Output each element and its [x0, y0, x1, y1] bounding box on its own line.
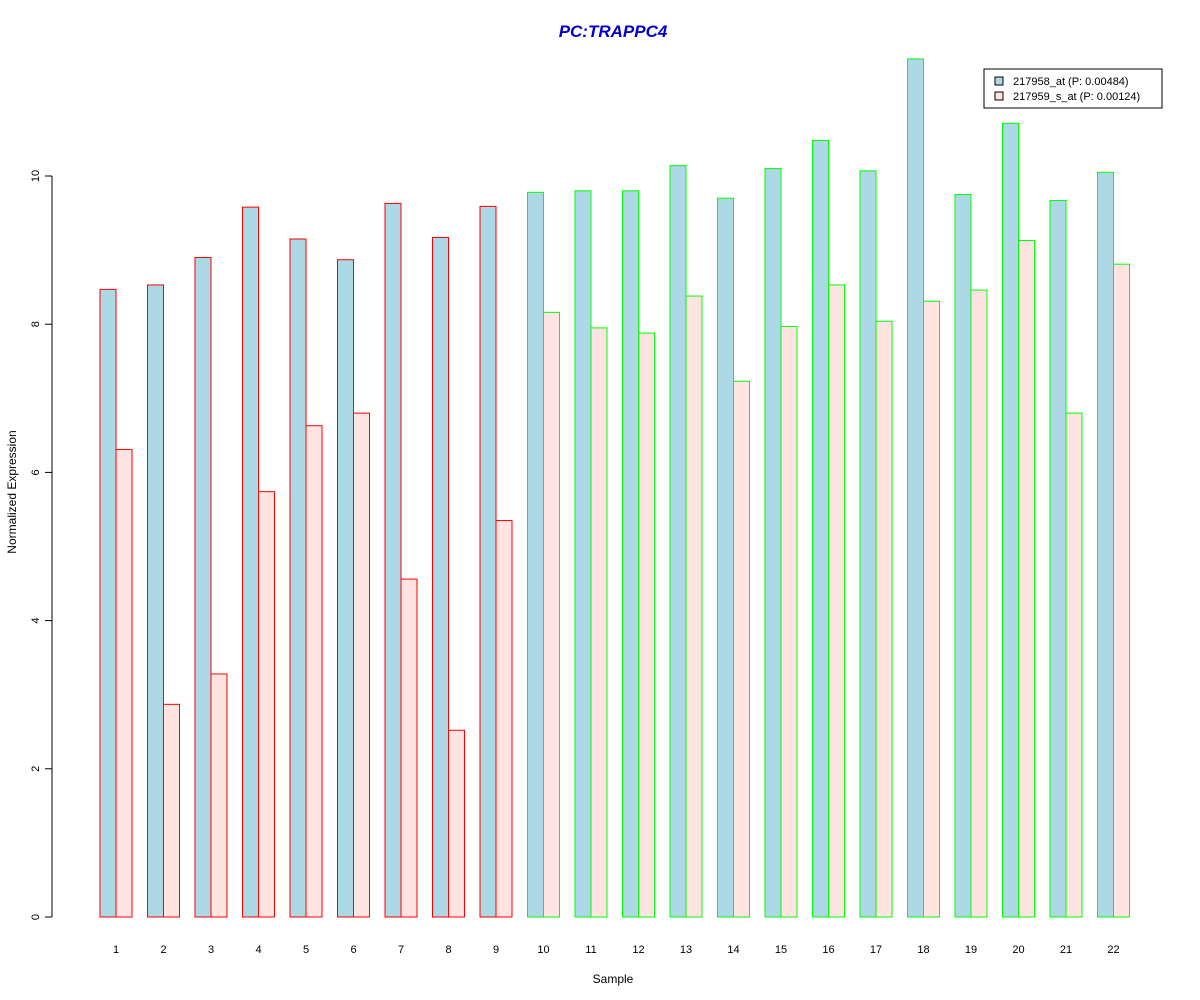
bar-sample-5-series-2 — [305, 425, 323, 918]
bar-sample-2-series-2 — [163, 703, 180, 918]
y-tick-label: 6 — [30, 469, 42, 475]
x-tick-label: 19 — [965, 944, 977, 956]
bar-sample-4-series-2 — [258, 491, 275, 918]
x-tick-label: 15 — [775, 944, 787, 956]
y-axis-title: Normalized Expression — [5, 430, 19, 553]
bar-sample-10-series-2 — [543, 311, 560, 918]
bar-sample-3-series-2 — [210, 673, 228, 918]
x-tick-label: 5 — [303, 944, 309, 956]
bar-sample-19-series-1 — [954, 194, 972, 918]
bar-sample-10-series-1 — [527, 191, 544, 918]
bar-sample-19-series-2 — [970, 289, 988, 918]
legend-label-series-2: 217959_s_at (P: 0.00124) — [1013, 91, 1140, 103]
bar-sample-13-series-2 — [685, 295, 703, 918]
x-tick-label: 22 — [1107, 944, 1119, 956]
x-tick-label: 12 — [632, 944, 644, 956]
legend-box — [983, 68, 1163, 109]
bar-sample-4-series-1 — [242, 206, 259, 918]
bar-sample-21-series-1 — [1049, 199, 1067, 918]
x-tick-label: 2 — [160, 944, 166, 956]
bar-sample-11-series-2 — [590, 327, 608, 918]
bar-sample-14-series-1 — [717, 197, 734, 918]
bar-sample-17-series-1 — [859, 170, 877, 918]
bar-sample-7-series-1 — [384, 202, 402, 918]
bar-sample-18-series-1 — [907, 58, 924, 918]
x-tick-label: 20 — [1012, 944, 1024, 956]
x-tick-labels: 1 2 3 4 5 6 7 8 9 10 11 12 13 14 15 16 17 18 19 20 21 22 — [113, 944, 1120, 956]
x-tick-label: 17 — [870, 944, 882, 956]
bar-sample-2-series-1 — [147, 284, 164, 918]
bar-sample-3-series-1 — [194, 257, 212, 918]
x-tick-label: 1 — [113, 944, 119, 956]
x-tick-label: 8 — [445, 944, 451, 956]
bar-sample-11-series-1 — [574, 190, 592, 918]
bar-sample-16-series-1 — [812, 139, 829, 918]
bars-group — [99, 58, 1130, 918]
x-tick-label: 3 — [208, 944, 214, 956]
x-tick-label: 14 — [727, 944, 739, 956]
bar-sample-7-series-2 — [400, 578, 418, 918]
y-tick-label: 10 — [30, 170, 42, 182]
bar-sample-6-series-1 — [337, 259, 354, 918]
y-tick-label: 0 — [30, 914, 42, 920]
x-tick-label: 11 — [585, 944, 596, 956]
bar-sample-8-series-1 — [432, 237, 449, 918]
x-tick-label: 7 — [398, 944, 404, 956]
x-tick-label: 6 — [350, 944, 356, 956]
y-tick-label: 4 — [30, 618, 42, 624]
y-tick-label: 8 — [30, 321, 42, 327]
x-tick-label: 9 — [493, 944, 499, 956]
bar-sample-15-series-2 — [780, 325, 798, 918]
bar-sample-5-series-1 — [289, 238, 307, 918]
bar-sample-22-series-2 — [1113, 263, 1130, 918]
y-axis: 0 2 4 6 8 10 — [30, 170, 53, 920]
x-tick-label: 13 — [680, 944, 692, 956]
bar-sample-20-series-2 — [1018, 239, 1035, 918]
bar-sample-8-series-2 — [448, 729, 465, 918]
legend-label-series-1: 217958_at (P: 0.00484) — [1013, 76, 1129, 88]
x-tick-label: 18 — [917, 944, 929, 956]
x-tick-label: 4 — [255, 944, 261, 956]
bar-sample-20-series-1 — [1002, 122, 1019, 918]
bar-sample-12-series-1 — [622, 190, 639, 918]
legend-swatch-series-2 — [994, 91, 1004, 101]
x-axis-title: Sample — [593, 972, 634, 986]
x-tick-label: 16 — [822, 944, 834, 956]
bar-sample-22-series-1 — [1097, 171, 1114, 918]
bar-sample-6-series-2 — [353, 412, 370, 918]
y-tick-label: 2 — [30, 766, 42, 772]
bar-sample-21-series-2 — [1065, 412, 1083, 918]
bar-sample-9-series-1 — [479, 205, 497, 918]
bar-sample-1-series-1 — [99, 288, 117, 918]
bar-sample-14-series-2 — [733, 380, 750, 918]
bar-sample-9-series-2 — [495, 520, 513, 918]
bar-sample-18-series-2 — [923, 300, 940, 918]
bar-sample-15-series-1 — [764, 168, 782, 918]
x-tick-label: 10 — [537, 944, 549, 956]
chart-title: PC:TRAPPC4 — [559, 22, 668, 41]
bar-sample-17-series-2 — [875, 320, 893, 918]
bar-sample-1-series-2 — [115, 448, 133, 918]
bar-sample-16-series-2 — [828, 284, 845, 918]
legend: 217958_at (P: 0.00484) 217959_s_at (P: 0… — [983, 68, 1163, 109]
x-tick-label: 21 — [1060, 944, 1072, 956]
bar-sample-13-series-1 — [669, 165, 687, 918]
bar-sample-12-series-2 — [638, 332, 655, 918]
legend-swatch-series-1 — [994, 76, 1004, 86]
